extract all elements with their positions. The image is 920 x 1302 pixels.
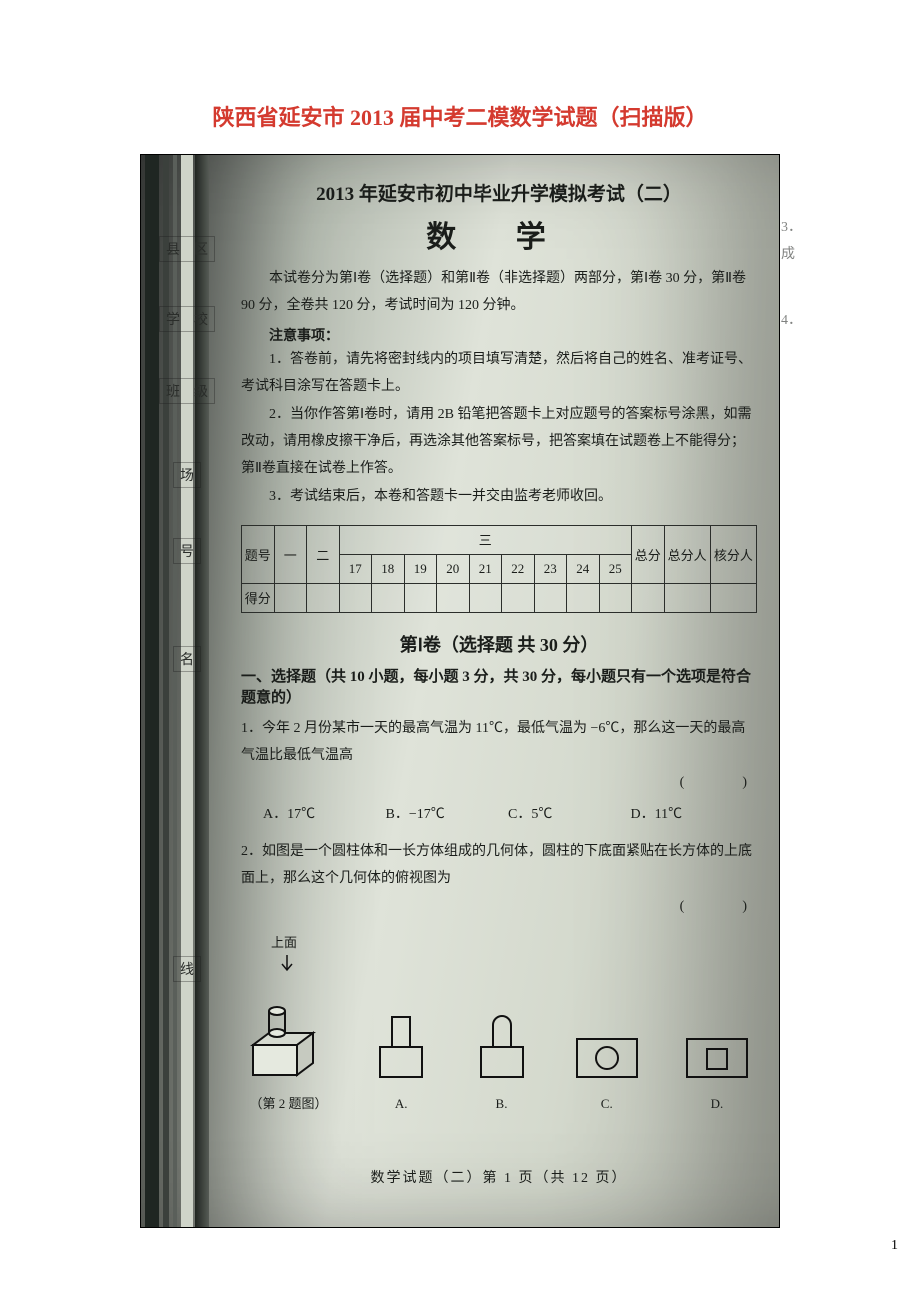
margin-line: 线 bbox=[149, 955, 225, 983]
question-1: 1．今年 2 月份某市一天的最高气温为 11℃，最低气温为 −6℃，那么这一天的… bbox=[241, 715, 757, 828]
table-row: 题号 一 二 三 总分 总分人 核分人 bbox=[242, 525, 757, 554]
arrow-down-icon bbox=[275, 955, 335, 973]
notice-1: 1．答卷前，请先将密封线内的项目填写清楚，然后将自己的姓名、准考证号、考试科目涂… bbox=[241, 347, 757, 400]
notice-2: 2．当你作答第Ⅰ卷时，请用 2B 铅笔把答题卡上对应题号的答案标号涂黑，如需改动… bbox=[241, 402, 757, 482]
score-table: 题号 一 二 三 总分 总分人 核分人 17 18 19 20 21 22 23… bbox=[241, 525, 757, 613]
q1-opt-b: B．−17℃ bbox=[386, 801, 509, 828]
margin-number: 号 bbox=[149, 537, 225, 565]
notice-3: 3．考试结束后，本卷和答题卡一并交由监考老师收回。 bbox=[241, 484, 757, 511]
doc-title: 陕西省延安市 2013 届中考二模数学试题（扫描版） bbox=[0, 100, 920, 132]
margin-class: 班 级 bbox=[149, 377, 225, 405]
page-footer: 数学试题（二）第 1 页（共 12 页） bbox=[241, 1167, 757, 1187]
margin-school: 学 校 bbox=[149, 305, 225, 333]
intro-paragraph: 本试卷分为第Ⅰ卷（选择题）和第Ⅱ卷（非选择题）两部分，第Ⅰ卷 30 分，第Ⅱ卷 … bbox=[241, 266, 757, 319]
q2-opt-a-figure: A. bbox=[366, 1007, 436, 1116]
right-cutoff: 3． 成 4． bbox=[781, 215, 821, 335]
answer-blank: ( ) bbox=[680, 769, 757, 796]
margin-county: 县 区 bbox=[149, 235, 225, 263]
page-number: 1 bbox=[891, 1238, 898, 1254]
q1-opt-d: D．11℃ bbox=[631, 801, 754, 828]
mcq-header: 一、选择题（共 10 小题，每小题 3 分，共 30 分，每小题只有一个选项是符… bbox=[241, 665, 757, 707]
page-root: 陕西省延安市 2013 届中考二模数学试题（扫描版） 县 区 学 校 班 级 场… bbox=[0, 0, 920, 1228]
q1-opt-c: C．5℃ bbox=[508, 801, 631, 828]
top-label: 上面 bbox=[271, 930, 757, 955]
q2-solid-figure: （第 2 题图） bbox=[241, 997, 336, 1116]
notice-header: 注意事项： bbox=[241, 325, 757, 345]
answer-blank: ( ) bbox=[680, 893, 757, 920]
margin-room: 场 bbox=[149, 461, 225, 489]
q2-figures: （第 2 题图） A. bbox=[241, 997, 757, 1116]
question-2: 2．如图是一个圆柱体和一长方体组成的几何体，圆柱的下底面紧贴在长方体的上底面上，… bbox=[241, 838, 757, 1117]
q1-opt-a: A．17℃ bbox=[263, 801, 386, 828]
table-row: 得分 bbox=[242, 583, 757, 612]
q2-opt-d-figure: D. bbox=[677, 1027, 757, 1116]
section-1-heading: 第Ⅰ卷（选择题 共 30 分） bbox=[241, 631, 757, 657]
exam-title: 2013 年延安市初中毕业升学模拟考试（二） bbox=[241, 179, 757, 206]
margin-name: 名 bbox=[149, 645, 225, 673]
q2-opt-c-figure: C. bbox=[567, 1027, 647, 1116]
q1-options: A．17℃ B．−17℃ C．5℃ D．11℃ bbox=[263, 801, 753, 828]
q2-opt-b-figure: B. bbox=[467, 1007, 537, 1116]
scan-container: 县 区 学 校 班 级 场 号 名 线 3． 成 4． 2013 年延安市初中毕… bbox=[140, 154, 780, 1228]
subject-heading: 数 学 bbox=[241, 212, 757, 256]
